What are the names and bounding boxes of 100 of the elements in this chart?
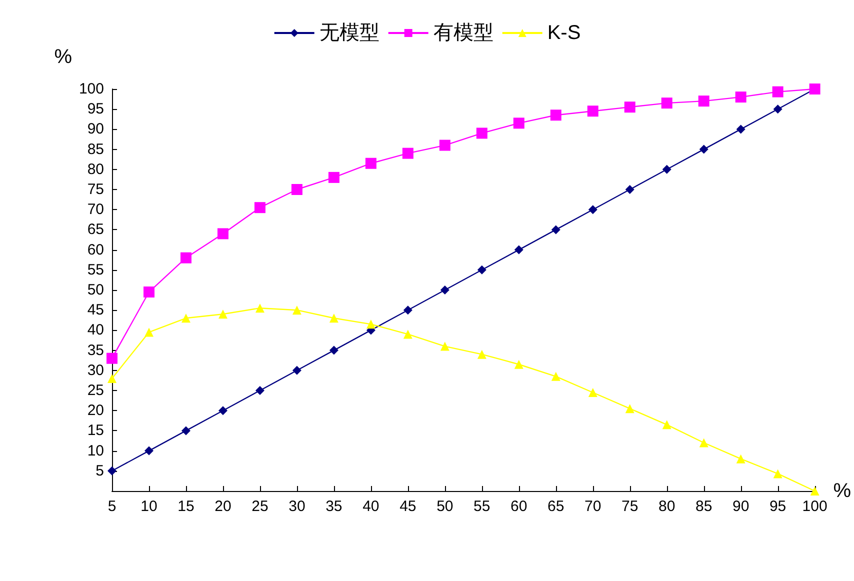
x-tick-label: 100 xyxy=(802,498,828,515)
point xyxy=(403,306,412,315)
point xyxy=(218,310,228,319)
x-axis-title: % xyxy=(833,480,852,502)
y-axis-title: % xyxy=(54,46,72,68)
x-tick-label: 35 xyxy=(326,498,342,515)
legend-label: K-S xyxy=(547,22,581,44)
point xyxy=(588,205,598,214)
x-tick-label: 15 xyxy=(178,498,194,515)
y-tick-label: 70 xyxy=(87,201,104,218)
point xyxy=(551,372,560,381)
point xyxy=(329,314,338,323)
x-tick-label: 70 xyxy=(584,498,602,515)
y-tick-label: 95 xyxy=(87,100,104,118)
point xyxy=(217,228,228,240)
y-tick-label: 75 xyxy=(87,181,104,198)
point xyxy=(292,306,302,315)
x-tick-label: 80 xyxy=(658,498,676,515)
point xyxy=(735,92,746,103)
y-tick-label: 5 xyxy=(96,462,104,480)
point xyxy=(736,124,746,134)
y-tick-label: 85 xyxy=(87,140,104,158)
point xyxy=(403,330,412,339)
point xyxy=(144,446,154,456)
y-tick-label: 30 xyxy=(87,362,104,379)
x-tick-label: 75 xyxy=(622,498,638,515)
point xyxy=(292,366,302,375)
point xyxy=(587,106,598,117)
y-tick-label: 40 xyxy=(87,322,104,339)
point xyxy=(439,140,450,151)
point xyxy=(624,102,636,113)
x-tick-label: 65 xyxy=(548,498,564,515)
y-tick-label: 50 xyxy=(87,282,104,298)
point xyxy=(477,350,486,359)
x-tick-label: 30 xyxy=(288,498,306,515)
x-tick-label: 95 xyxy=(769,498,786,515)
point xyxy=(773,104,782,114)
point xyxy=(476,128,488,139)
x-tick-label: 25 xyxy=(252,498,268,515)
y-tick-label: 35 xyxy=(87,342,104,359)
point xyxy=(254,202,266,214)
point xyxy=(328,172,340,183)
y-tick-label: 45 xyxy=(87,302,104,319)
point xyxy=(144,328,154,337)
point xyxy=(477,265,486,274)
point xyxy=(550,110,562,121)
point xyxy=(662,164,672,174)
legend-label: 无模型 xyxy=(319,22,380,44)
legend-label: 有模型 xyxy=(433,22,494,44)
x-tick-label: 50 xyxy=(436,498,454,515)
point xyxy=(514,360,524,369)
y-tick-label: 55 xyxy=(87,261,104,278)
y-tick-label: 90 xyxy=(87,120,104,138)
point xyxy=(698,96,710,107)
point xyxy=(588,388,598,398)
point xyxy=(181,314,190,323)
point xyxy=(218,406,228,416)
point xyxy=(440,286,450,294)
point xyxy=(181,426,190,436)
point xyxy=(736,454,746,464)
point xyxy=(661,98,672,109)
x-tick-label: 55 xyxy=(474,498,490,515)
point xyxy=(366,320,376,329)
point xyxy=(662,420,672,430)
x-tick-label: 85 xyxy=(695,498,712,515)
point xyxy=(108,374,116,383)
x-tick-label: 5 xyxy=(108,498,116,515)
point xyxy=(108,466,116,476)
x-tick-label: 20 xyxy=(214,498,232,515)
point xyxy=(772,86,784,98)
y-tick-label: 100 xyxy=(78,80,104,98)
point xyxy=(365,158,376,169)
x-tick-label: 40 xyxy=(362,498,380,515)
point xyxy=(625,185,634,194)
y-tick-label: 80 xyxy=(87,160,104,178)
point xyxy=(106,352,118,364)
y-tick-label: 20 xyxy=(87,402,104,420)
point xyxy=(329,346,338,355)
point xyxy=(773,469,782,478)
x-tick-label: 90 xyxy=(732,498,750,515)
x-tick-label: 10 xyxy=(140,498,158,515)
y-tick-label: 25 xyxy=(87,382,104,399)
y-tick-label: 15 xyxy=(87,422,104,440)
point xyxy=(180,252,192,264)
point xyxy=(551,225,560,234)
point xyxy=(514,245,524,254)
point xyxy=(625,404,634,414)
y-tick-label: 65 xyxy=(87,221,104,238)
point xyxy=(699,438,708,448)
point xyxy=(699,144,708,154)
point xyxy=(513,118,524,129)
point xyxy=(143,286,154,298)
x-tick-label: 45 xyxy=(400,498,416,515)
y-tick-label: 10 xyxy=(87,442,104,460)
x-tick-label: 60 xyxy=(510,498,528,515)
point xyxy=(291,184,302,195)
point xyxy=(255,304,264,313)
point xyxy=(440,342,450,351)
y-tick-label: 60 xyxy=(87,241,104,258)
point xyxy=(255,386,264,395)
